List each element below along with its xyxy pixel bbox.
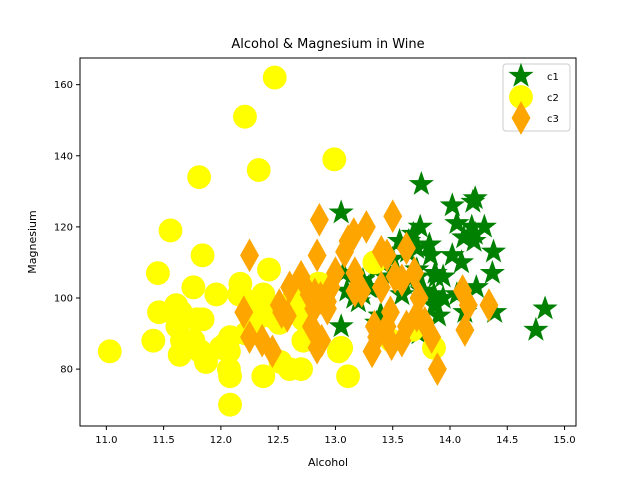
point-c1 xyxy=(444,210,470,235)
point-c3 xyxy=(422,320,442,354)
point-c1 xyxy=(421,281,447,306)
x-tick-label: 12.0 xyxy=(210,435,232,446)
point-c2 xyxy=(218,392,242,417)
point-c2 xyxy=(329,335,354,360)
x-tick-label: 14.5 xyxy=(496,435,518,446)
point-c3 xyxy=(252,323,272,358)
point-c1 xyxy=(430,263,456,288)
point-c3 xyxy=(352,274,372,308)
point-c1 xyxy=(408,171,434,195)
x-axis-label: Alcohol xyxy=(308,456,348,469)
point-c1 xyxy=(479,259,505,284)
point-c2 xyxy=(97,339,122,364)
point-c3 xyxy=(277,298,297,333)
point-c3 xyxy=(453,274,473,308)
point-c2 xyxy=(289,357,313,382)
point-c3 xyxy=(312,323,332,358)
point-c3 xyxy=(356,210,376,244)
point-c3 xyxy=(405,256,424,290)
point-c2 xyxy=(257,257,281,282)
point-c2 xyxy=(322,147,347,172)
x-axis: 11.0 11.5 12.0 12.5 13.0 13.5 14.0 14.5 15.0 xyxy=(95,426,576,446)
point-c3 xyxy=(234,295,254,330)
point-c3 xyxy=(325,256,345,290)
point-c3 xyxy=(262,334,282,369)
point-c1 xyxy=(417,242,444,267)
point-c3 xyxy=(455,313,475,347)
point-c3 xyxy=(479,288,499,322)
point-c1 xyxy=(328,199,354,224)
point-c3 xyxy=(392,323,412,358)
point-c2 xyxy=(145,261,170,286)
point-c1 xyxy=(448,249,475,274)
point-c2 xyxy=(187,165,212,190)
point-c2 xyxy=(246,158,271,182)
point-c3 xyxy=(240,320,259,354)
point-c3 xyxy=(240,238,259,273)
legend-marker-c3 xyxy=(511,101,531,135)
x-tick-label: 11.0 xyxy=(95,435,117,446)
point-c3 xyxy=(427,352,447,386)
point-c2 xyxy=(190,243,215,268)
y-axis: 80 100 120 140 160 xyxy=(54,80,80,376)
point-c3 xyxy=(309,202,329,237)
point-c1 xyxy=(480,238,507,263)
point-c2 xyxy=(251,364,276,389)
point-c1 xyxy=(523,316,549,341)
x-tick-label: 14.0 xyxy=(439,435,461,446)
y-tick-label: 100 xyxy=(54,294,73,305)
point-c3 xyxy=(317,291,337,326)
point-c2 xyxy=(194,350,218,374)
x-tick-label: 11.5 xyxy=(152,435,174,446)
y-tick-label: 140 xyxy=(54,151,73,162)
point-c1 xyxy=(439,192,465,217)
legend-label-c2: c2 xyxy=(547,93,559,104)
point-c2 xyxy=(218,364,242,389)
point-c3 xyxy=(383,199,403,234)
point-c3 xyxy=(397,231,416,266)
point-c1 xyxy=(471,213,497,238)
legend-label-c1: c1 xyxy=(547,72,559,83)
point-c2 xyxy=(251,282,276,307)
point-c3 xyxy=(377,238,397,273)
point-c3 xyxy=(409,281,429,315)
y-tick-label: 80 xyxy=(60,365,73,376)
y-axis-label: Magnesium xyxy=(26,210,39,273)
chart-title: Alcohol & Magnesium in Wine xyxy=(231,37,424,52)
point-c3 xyxy=(377,309,397,344)
point-c2 xyxy=(204,282,229,307)
point-c1 xyxy=(462,185,488,210)
point-c3 xyxy=(371,270,391,305)
legend-label-c3: c3 xyxy=(547,114,559,125)
point-c1 xyxy=(328,313,354,338)
x-tick-label: 13.5 xyxy=(382,435,404,446)
legend-marker-c1 xyxy=(508,62,534,87)
point-c1 xyxy=(407,213,433,238)
point-c2 xyxy=(233,104,257,129)
y-tick-label: 120 xyxy=(54,222,73,233)
point-c2 xyxy=(262,65,287,90)
point-c2 xyxy=(141,328,166,353)
point-c1 xyxy=(532,295,558,320)
point-c2 xyxy=(158,218,183,243)
point-c3 xyxy=(307,238,327,273)
legend: c1 c2 c3 xyxy=(502,62,571,135)
x-tick-label: 15.0 xyxy=(553,435,575,446)
plot-frame xyxy=(79,57,577,427)
x-tick-label: 12.5 xyxy=(267,435,289,446)
point-c2 xyxy=(181,275,206,300)
point-c2 xyxy=(190,307,215,332)
point-c1 xyxy=(425,302,452,327)
y-tick-label: 160 xyxy=(54,80,73,91)
plot-markers xyxy=(97,65,558,417)
x-tick-label: 13.0 xyxy=(324,435,346,446)
point-c2 xyxy=(336,364,360,389)
